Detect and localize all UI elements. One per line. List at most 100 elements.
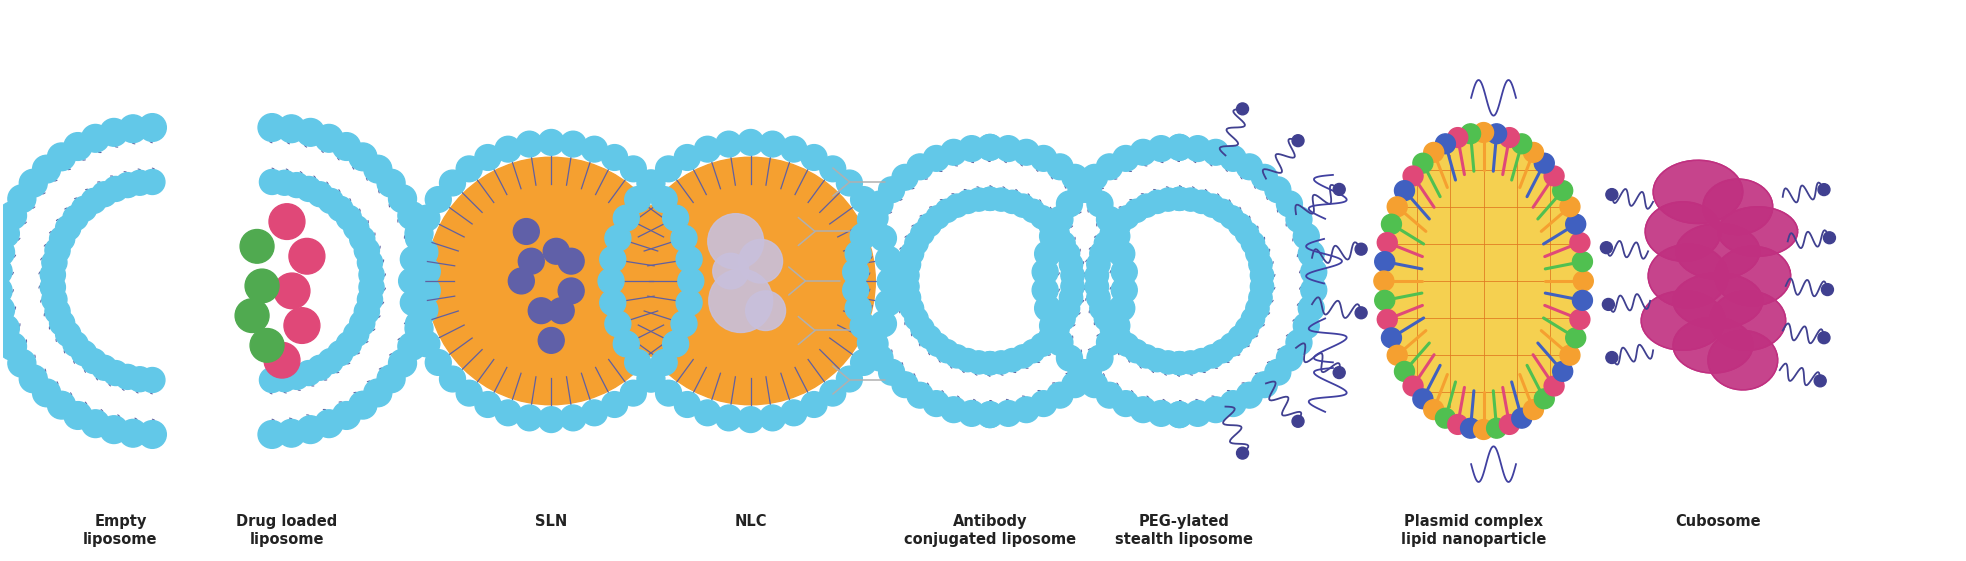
Circle shape xyxy=(1355,243,1366,255)
Circle shape xyxy=(1087,252,1111,276)
Circle shape xyxy=(1553,181,1573,200)
Circle shape xyxy=(539,130,564,155)
Circle shape xyxy=(456,156,482,182)
Circle shape xyxy=(1097,154,1123,180)
Circle shape xyxy=(877,268,902,294)
Circle shape xyxy=(1301,259,1327,285)
Circle shape xyxy=(476,392,501,417)
Circle shape xyxy=(967,188,991,211)
Circle shape xyxy=(1166,402,1193,427)
Circle shape xyxy=(995,401,1020,426)
Circle shape xyxy=(344,321,370,347)
Circle shape xyxy=(875,290,902,315)
Circle shape xyxy=(1435,134,1455,154)
Circle shape xyxy=(1166,402,1193,427)
Circle shape xyxy=(904,307,928,330)
Circle shape xyxy=(1130,140,1156,165)
Circle shape xyxy=(1565,214,1587,234)
Circle shape xyxy=(0,333,26,360)
Circle shape xyxy=(377,169,405,197)
Circle shape xyxy=(250,329,283,362)
Circle shape xyxy=(759,405,786,431)
Circle shape xyxy=(1333,367,1345,379)
Polygon shape xyxy=(1708,330,1777,390)
Circle shape xyxy=(358,287,383,312)
Circle shape xyxy=(92,355,116,380)
Circle shape xyxy=(1046,222,1070,245)
Circle shape xyxy=(273,273,311,309)
Circle shape xyxy=(655,380,682,406)
Circle shape xyxy=(979,187,1001,210)
Circle shape xyxy=(1486,419,1506,438)
Circle shape xyxy=(613,331,639,357)
Circle shape xyxy=(65,402,92,429)
Circle shape xyxy=(714,253,749,289)
Circle shape xyxy=(114,365,140,389)
Polygon shape xyxy=(1714,246,1791,306)
Circle shape xyxy=(285,365,309,389)
Circle shape xyxy=(558,249,584,274)
Circle shape xyxy=(621,380,647,406)
Circle shape xyxy=(315,125,342,152)
Circle shape xyxy=(857,330,883,355)
Circle shape xyxy=(63,332,88,357)
Circle shape xyxy=(1246,242,1270,265)
Circle shape xyxy=(55,215,81,241)
Circle shape xyxy=(332,132,360,160)
Circle shape xyxy=(1221,145,1246,171)
Circle shape xyxy=(946,194,969,217)
Circle shape xyxy=(924,145,950,171)
Circle shape xyxy=(1056,345,1083,371)
Circle shape xyxy=(1201,345,1225,368)
Circle shape xyxy=(519,249,545,274)
Text: SLN: SLN xyxy=(535,514,568,528)
Circle shape xyxy=(1056,191,1083,217)
Circle shape xyxy=(936,199,959,222)
Circle shape xyxy=(1134,345,1158,368)
Circle shape xyxy=(906,154,934,180)
Circle shape xyxy=(1414,389,1433,409)
Circle shape xyxy=(582,400,607,426)
Circle shape xyxy=(495,136,521,162)
Circle shape xyxy=(344,215,370,241)
Circle shape xyxy=(1085,264,1109,287)
Circle shape xyxy=(364,155,391,183)
Circle shape xyxy=(871,311,896,337)
Circle shape xyxy=(41,287,67,312)
Circle shape xyxy=(871,226,896,251)
Circle shape xyxy=(128,171,153,195)
Circle shape xyxy=(639,170,665,196)
Circle shape xyxy=(1109,241,1134,266)
Circle shape xyxy=(1512,134,1532,154)
Circle shape xyxy=(651,350,676,375)
Circle shape xyxy=(1011,345,1034,368)
Circle shape xyxy=(1097,330,1123,355)
Circle shape xyxy=(1068,177,1093,203)
Circle shape xyxy=(1246,297,1270,320)
Circle shape xyxy=(0,238,14,266)
Circle shape xyxy=(1374,291,1394,310)
Circle shape xyxy=(1819,332,1830,344)
Circle shape xyxy=(1103,313,1130,339)
Circle shape xyxy=(1221,390,1246,416)
Circle shape xyxy=(1185,401,1211,426)
Circle shape xyxy=(560,405,586,431)
Circle shape xyxy=(529,298,554,324)
Circle shape xyxy=(989,188,1012,211)
Circle shape xyxy=(1032,259,1058,285)
Circle shape xyxy=(670,226,698,251)
Circle shape xyxy=(1474,420,1494,439)
Circle shape xyxy=(328,341,352,366)
Circle shape xyxy=(350,227,376,251)
Circle shape xyxy=(307,182,332,206)
Circle shape xyxy=(781,136,806,162)
Circle shape xyxy=(114,173,140,197)
Circle shape xyxy=(328,196,352,221)
Circle shape xyxy=(539,328,564,353)
Circle shape xyxy=(851,350,877,375)
Circle shape xyxy=(1089,242,1113,265)
Circle shape xyxy=(1189,190,1213,213)
Circle shape xyxy=(45,238,71,263)
Circle shape xyxy=(263,342,301,378)
Circle shape xyxy=(1264,360,1292,385)
